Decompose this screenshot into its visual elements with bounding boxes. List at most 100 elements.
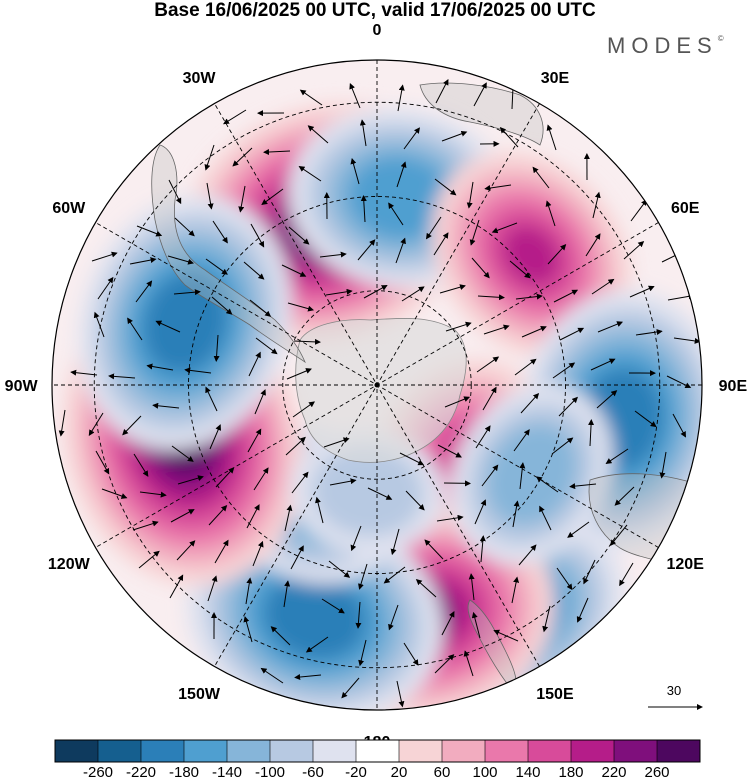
reference-vector-label: 30: [667, 683, 681, 698]
wind-arrow: [484, 184, 512, 191]
colorbar-tick-label: 60: [433, 764, 451, 781]
wind-arrow: [290, 545, 304, 570]
wind-arrow: [139, 491, 167, 498]
wind-arrow: [592, 191, 601, 219]
wind-arrow: [215, 467, 235, 488]
wind-arrow: [292, 401, 316, 418]
wind-arrow: [170, 509, 195, 523]
wind-arrow: [307, 125, 329, 144]
colorbar-swatch: [141, 740, 185, 762]
wind-arrow: [283, 580, 291, 608]
wind-arrow: [473, 82, 487, 107]
wind-arrow: [547, 244, 567, 265]
wind-arrow: [305, 636, 329, 653]
wind-arrow: [518, 544, 537, 566]
wind-arrow: [514, 358, 537, 376]
wind-arrow: [167, 255, 194, 265]
wind-arrow: [545, 200, 556, 227]
wind-arrow: [532, 166, 550, 189]
wind-arrow: [576, 597, 589, 623]
meridian-label: 120E: [667, 556, 705, 573]
wind-arrow: [542, 605, 551, 633]
wind-arrow: [609, 524, 628, 546]
colorbar-tick-label: -260: [82, 764, 114, 781]
wind-arrow: [433, 232, 449, 256]
wind-arrow: [293, 338, 321, 345]
wind-arrow: [588, 419, 595, 447]
anomaly-contour: [333, 464, 403, 520]
wind-arrow: [168, 179, 182, 205]
wind-arrow: [673, 337, 701, 344]
meridian-label: 0: [373, 22, 382, 39]
wind-arrow: [213, 334, 220, 362]
colorbar-tick-label: -140: [211, 764, 243, 781]
reference-vector: 30: [648, 683, 703, 710]
colorbar-tick-label: -60: [302, 764, 324, 781]
wind-arrow: [477, 294, 505, 301]
wind-arrow: [629, 285, 655, 298]
wind-arrow: [246, 504, 260, 529]
wind-arrow: [208, 505, 228, 526]
wind-arrow: [243, 615, 253, 643]
wind-arrow: [481, 464, 499, 487]
wind-arrow: [135, 280, 153, 303]
wind-arrow: [396, 161, 407, 188]
wind-arrow: [482, 386, 497, 411]
wind-arrow: [363, 285, 388, 299]
wind-arrow: [287, 302, 315, 312]
wind-arrow: [349, 82, 361, 109]
wind-arrow: [248, 351, 261, 377]
wind-arrow: [360, 195, 367, 223]
wind-arrow: [512, 500, 520, 528]
wind-arrow: [476, 356, 500, 373]
wind-arrow: [171, 445, 194, 462]
pole-marker: [374, 382, 380, 388]
wind-arrow: [232, 147, 253, 167]
colorbar-swatch: [313, 740, 357, 762]
colorbar-tick-label: -180: [168, 764, 200, 781]
wind-arrow: [350, 157, 360, 185]
wind-arrow: [552, 362, 576, 379]
wind-arrow: [212, 220, 228, 244]
brand-logo: MODES©: [607, 33, 724, 59]
colorbar-swatch: [657, 740, 701, 762]
wind-arrow: [250, 223, 265, 248]
wind-arrow: [425, 216, 442, 240]
wind-arrow: [659, 451, 667, 479]
wind-arrow: [284, 504, 293, 532]
wind-arrow: [355, 601, 362, 629]
wind-arrow: [520, 392, 540, 414]
wind-arrow: [597, 321, 623, 333]
wind-arrow: [243, 261, 265, 280]
wind-arrow: [91, 251, 118, 262]
wind-arrow: [585, 233, 601, 257]
wind-arrow: [634, 410, 657, 428]
latitude-circle: [93, 101, 661, 669]
wind-arrow: [281, 264, 307, 277]
colorbar-tick-label: -100: [254, 764, 286, 781]
wind-vectors: [58, 79, 701, 708]
wind-arrow: [521, 325, 547, 338]
wind-arrow: [214, 539, 229, 564]
wind-arrow: [260, 667, 284, 684]
wind-arrow: [591, 278, 615, 295]
wind-arrow: [122, 415, 142, 436]
wind-arrow: [519, 462, 526, 490]
colorbar-swatch: [571, 740, 615, 762]
wind-arrow: [58, 409, 66, 437]
wind-arrow: [439, 284, 466, 294]
wind-arrow: [138, 550, 160, 569]
colorbar-tick-label: 220: [601, 764, 627, 781]
colorbar-swatch: [356, 740, 400, 762]
wind-arrow: [623, 241, 645, 260]
wind-arrow: [515, 293, 543, 300]
wind-arrow: [155, 320, 181, 333]
wind-arrow: [205, 258, 228, 275]
lat-lon-grid: [52, 60, 702, 710]
wind-arrow: [253, 467, 269, 491]
wind-arrow: [350, 525, 362, 552]
wind-arrow: [95, 450, 110, 475]
wind-arrow: [511, 576, 520, 604]
wind-arrow: [223, 109, 247, 125]
wind-arrow: [590, 358, 616, 371]
